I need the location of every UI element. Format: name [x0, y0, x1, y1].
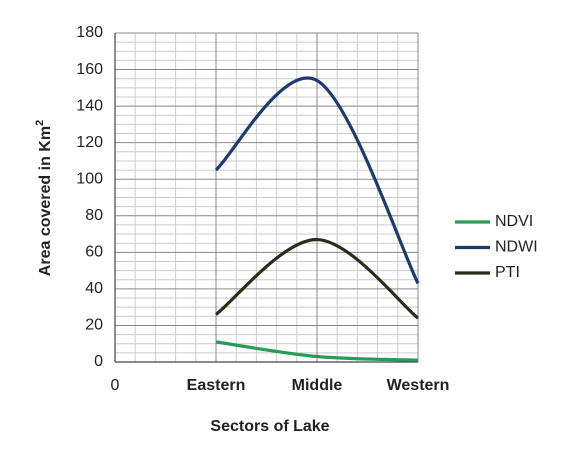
x-tick-label: Western — [387, 377, 450, 394]
x-tick-label: Eastern — [187, 377, 246, 394]
series-line — [215, 237, 420, 320]
y-tick-label: 20 — [85, 317, 103, 334]
y-tick-label: 100 — [76, 170, 103, 187]
y-tick-label: 40 — [85, 280, 103, 297]
x-tick-label: Middle — [292, 377, 343, 394]
legend-label: PTI — [495, 264, 520, 281]
x-tick-label: 0 — [111, 377, 120, 394]
x-axis-title: Sectors of Lake — [210, 418, 329, 435]
y-axis-title: Area covered in Km2 — [34, 120, 54, 276]
y-tick-label: 80 — [85, 207, 103, 224]
legend-label: NDVI — [495, 213, 533, 230]
series-line — [215, 340, 419, 362]
y-tick-label: 160 — [76, 61, 103, 78]
y-tick-label: 120 — [76, 134, 103, 151]
y-tick-label: 60 — [85, 244, 103, 261]
series-line — [214, 76, 420, 285]
y-tick-label: 140 — [76, 97, 103, 114]
y-tick-label: 0 — [94, 353, 103, 370]
legend-label: NDWI — [495, 239, 538, 256]
y-axis-title-text: Area covered in Km — [37, 126, 54, 276]
y-tick-label: 180 — [76, 24, 103, 41]
y-axis-title-superscript: 2 — [34, 120, 46, 126]
